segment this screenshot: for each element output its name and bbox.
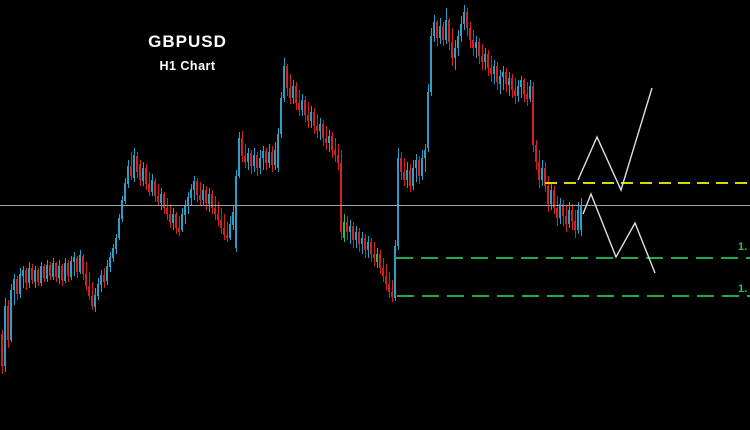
chart-title-block: GBPUSD H1 Chart [115,32,260,73]
price-label-1: 1. [738,241,748,253]
current-price-line [0,205,750,206]
support-line-upper-green [396,257,750,259]
resistance-line-yellow [545,182,750,184]
symbol-title: GBPUSD [148,32,227,51]
price-label-2: 1. [738,283,748,295]
support-line-lower-green [397,295,750,297]
timeframe-subtitle: H1 Chart [159,59,216,73]
